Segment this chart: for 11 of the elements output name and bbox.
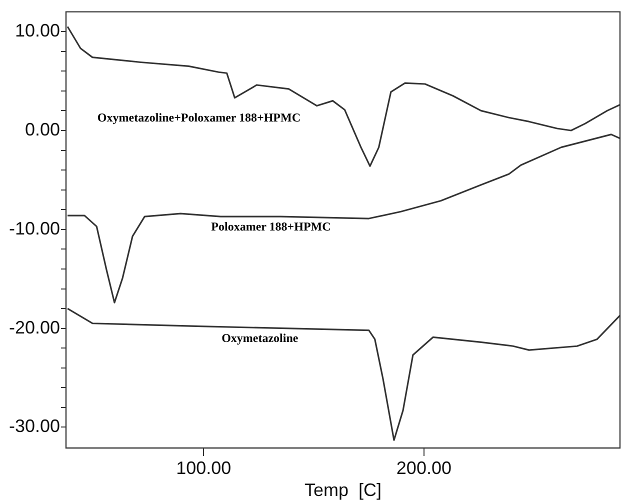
y-tick-label: 0.00 xyxy=(24,119,60,140)
series-label: Oxymetazoline+Poloxamer 188+HPMC xyxy=(97,110,300,124)
y-tick-label: -10.00 xyxy=(8,218,60,238)
x-tick-label: 100.00 xyxy=(176,458,232,478)
x-tick-label: 200.00 xyxy=(396,458,452,478)
x-axis-title: Temp [C] xyxy=(304,480,382,500)
series-label: Poloxamer 188+HPMC xyxy=(211,220,331,234)
y-tick-label: -30.00 xyxy=(8,416,60,436)
y-tick-label: 10.00 xyxy=(14,20,60,41)
y-tick-label: -20.00 xyxy=(8,317,60,338)
series-label: Oxymetazoline xyxy=(222,330,299,345)
